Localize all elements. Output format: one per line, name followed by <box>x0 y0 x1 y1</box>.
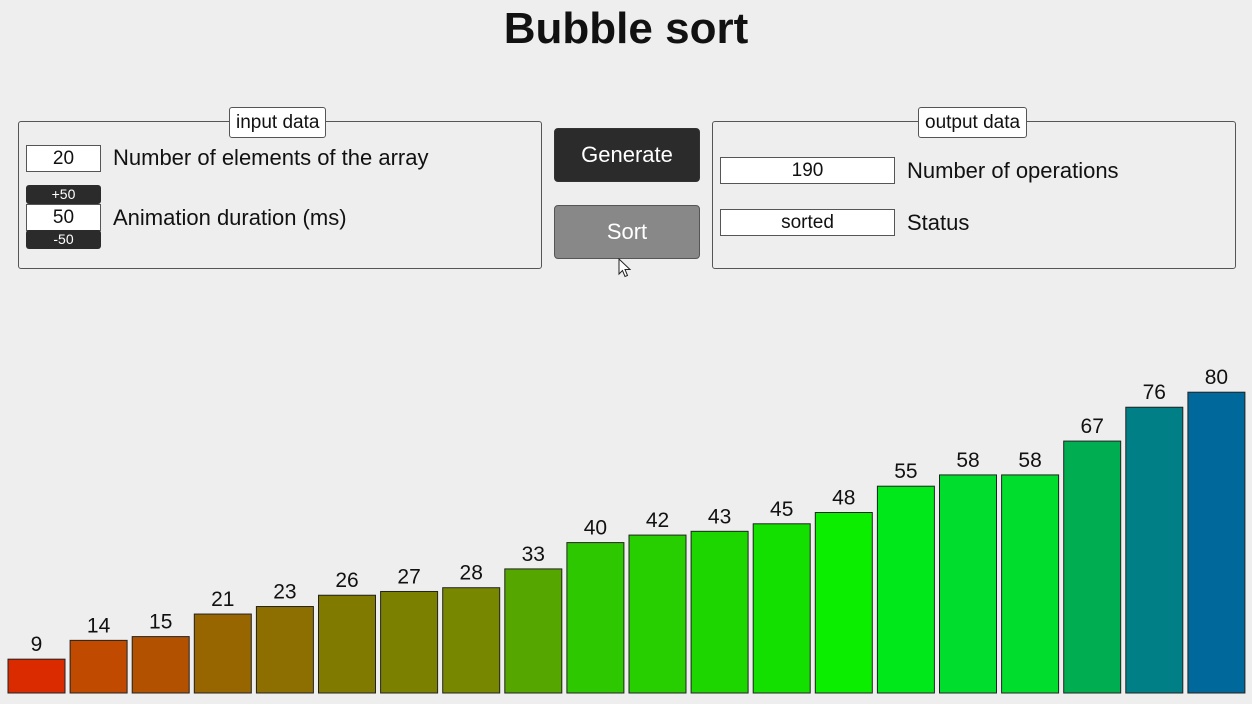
bar-value-label: 28 <box>460 562 483 585</box>
array-bar <box>131 636 190 694</box>
bar-value-label: 43 <box>708 505 731 528</box>
duration-decrease-button[interactable]: -50 <box>26 230 101 249</box>
bar-value-label: 23 <box>273 581 296 604</box>
array-bar <box>876 485 935 694</box>
operations-count-field[interactable] <box>720 157 895 184</box>
bar-value-label: 55 <box>894 460 917 483</box>
array-bar <box>1001 474 1060 694</box>
array-bar <box>193 613 252 694</box>
array-bar <box>690 530 749 694</box>
output-data-panel: output data Number of operations Status <box>712 107 1236 269</box>
bar-value-label: 15 <box>149 611 172 634</box>
duration-label: Animation duration (ms) <box>113 205 347 230</box>
bar-value-label: 76 <box>1143 381 1166 404</box>
array-bar <box>442 587 501 694</box>
sort-button[interactable]: Sort <box>554 205 700 259</box>
bar-value-label: 48 <box>832 487 855 510</box>
array-bar <box>752 523 811 694</box>
bar-value-label: 27 <box>397 565 420 588</box>
input-data-legend: input data <box>229 107 327 138</box>
bar-value-label: 14 <box>87 614 111 637</box>
array-bar <box>69 639 128 694</box>
generate-button[interactable]: Generate <box>554 128 700 182</box>
array-bar <box>566 542 625 694</box>
operations-count-label: Number of operations <box>907 158 1119 183</box>
array-bar <box>1063 440 1122 694</box>
array-bar <box>1125 406 1184 694</box>
bar-value-label: 9 <box>31 633 43 656</box>
bar-value-label: 67 <box>1081 415 1104 438</box>
input-data-panel: input data Number of elements of the arr… <box>18 107 542 269</box>
duration-input[interactable] <box>26 204 101 231</box>
output-data-legend: output data <box>918 107 1028 138</box>
array-bar-chart: 9 14 15 21 23 26 27 28 33 40 42 43 45 48 55 58 58 67 76 80 <box>7 366 1246 694</box>
array-bar <box>628 534 687 694</box>
array-bar <box>380 590 439 694</box>
bar-value-label: 58 <box>956 449 979 472</box>
array-bar <box>7 658 66 694</box>
duration-increase-button[interactable]: +50 <box>26 185 101 204</box>
bar-value-label: 26 <box>335 569 358 592</box>
elements-count-label: Number of elements of the array <box>113 145 429 170</box>
bar-value-label: 42 <box>646 509 669 532</box>
bar-value-label: 33 <box>522 543 545 566</box>
array-bar <box>255 606 314 694</box>
array-bar <box>318 594 376 694</box>
bar-value-label: 80 <box>1205 366 1228 389</box>
array-bar <box>814 512 873 694</box>
array-bar <box>1187 391 1246 694</box>
bar-value-label: 40 <box>584 517 607 540</box>
bar-value-label: 58 <box>1018 449 1041 472</box>
bar-value-label: 21 <box>211 588 234 611</box>
array-bar <box>504 568 563 694</box>
status-label: Status <box>907 210 970 235</box>
status-field[interactable] <box>720 209 895 236</box>
mouse-cursor-icon <box>618 258 632 278</box>
array-bar <box>939 474 997 694</box>
bar-value-label: 45 <box>770 498 793 521</box>
elements-count-input[interactable] <box>26 145 101 172</box>
page-title: Bubble sort <box>503 4 749 53</box>
